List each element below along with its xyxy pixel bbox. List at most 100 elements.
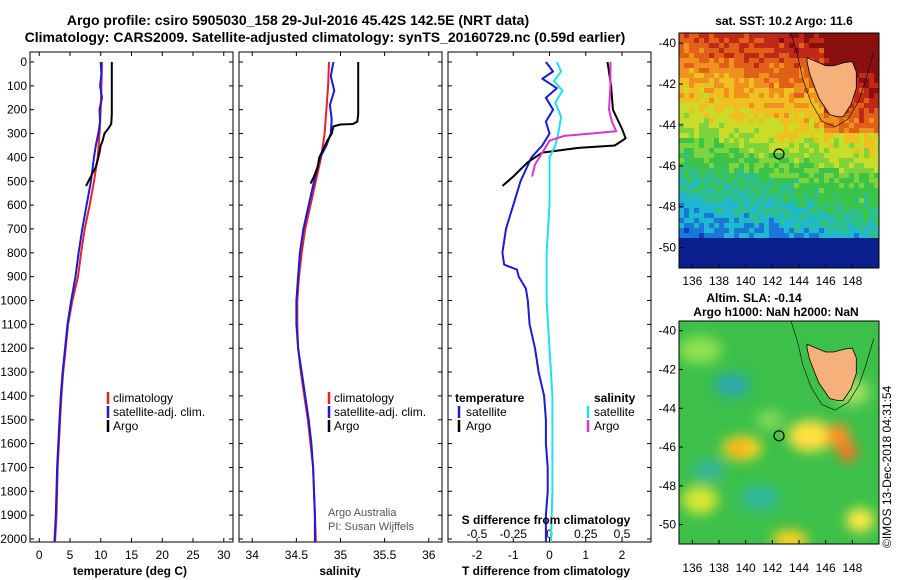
sst-cell: [864, 228, 870, 234]
sst-cell: [799, 223, 805, 229]
sst-cell: [734, 138, 740, 144]
sst-cell: [824, 123, 830, 129]
y-tick-label: 1200: [0, 341, 27, 355]
sst-cell: [799, 33, 805, 39]
sst-cell: [799, 213, 805, 219]
sst-cell: [744, 58, 750, 64]
sst-cell: [854, 238, 860, 244]
sst-cell: [794, 208, 800, 214]
sst-cell: [764, 33, 770, 39]
sst-cell: [819, 233, 825, 239]
sst-cell: [774, 43, 780, 49]
sst-cell: [809, 98, 815, 104]
sst-cell: [754, 93, 760, 99]
salinity-x-axis: 34 34.5 35 35.5 36: [246, 52, 436, 562]
x-tick-label: 5: [67, 548, 74, 562]
sst-cell: [789, 68, 795, 74]
sst-cell: [694, 223, 700, 229]
sst-cell: [724, 78, 730, 84]
sst-cell: [744, 133, 750, 139]
sst-cell: [679, 153, 685, 159]
sst-cell: [739, 243, 745, 249]
sst-cell: [784, 178, 790, 184]
sst-cell: [734, 118, 740, 124]
sst-cell: [724, 163, 730, 169]
sst-cell: [774, 163, 780, 169]
sst-cell: [784, 83, 790, 89]
sst-cell: [789, 48, 795, 54]
sst-cell: [704, 108, 710, 114]
sst-cell: [724, 58, 730, 64]
sst-cell: [859, 208, 865, 214]
sst-cell: [774, 103, 780, 109]
sst-cell: [754, 128, 760, 134]
sst-cell: [814, 113, 820, 119]
sst-cell: [774, 213, 780, 219]
sst-cell: [744, 188, 750, 194]
sst-cell: [684, 88, 690, 94]
sst-cell: [724, 158, 730, 164]
sst-cell: [759, 253, 765, 259]
sst-cell: [789, 238, 795, 244]
sst-cell: [679, 58, 685, 64]
sst-cell: [684, 158, 690, 164]
sst-cell: [729, 223, 735, 229]
sst-cell: [684, 103, 690, 109]
sst-cell: [694, 198, 700, 204]
sst-cell: [684, 63, 690, 69]
sst-cell: [754, 63, 760, 69]
sst-cell: [754, 243, 760, 249]
sst-cell: [814, 133, 820, 139]
sst-cell: [709, 48, 715, 54]
sst-cell: [754, 263, 760, 268]
sst-cell: [849, 203, 855, 209]
sst-cell: [794, 228, 800, 234]
sst-cell: [719, 238, 725, 244]
sst-cell: [769, 208, 775, 214]
sst-cell: [784, 103, 790, 109]
sst-cell: [794, 153, 800, 159]
sst-cell: [804, 228, 810, 234]
sst-cell: [864, 183, 870, 189]
sst-cell: [859, 113, 865, 119]
sst-cell: [854, 63, 860, 69]
sst-cell: [744, 68, 750, 74]
sst-cell: [694, 153, 700, 159]
sst-cell: [699, 233, 705, 239]
sst-cell: [699, 73, 705, 79]
sst-cell: [874, 218, 879, 224]
sst-cell: [779, 143, 785, 149]
sst-cell: [769, 118, 775, 124]
map-x-tick-label: 138: [709, 561, 729, 575]
sst-cell: [704, 193, 710, 199]
sst-cell: [829, 163, 835, 169]
sst-cell: [859, 263, 865, 268]
sst-cell: [714, 223, 720, 229]
sst-cell: [789, 228, 795, 234]
sst-cell: [814, 33, 820, 39]
sst-cell: [744, 53, 750, 59]
sst-cell: [729, 158, 735, 164]
sst-cell: [824, 153, 830, 159]
sst-cell: [814, 198, 820, 204]
sst-cell: [749, 148, 755, 154]
sst-cell: [794, 203, 800, 209]
sst-cell: [744, 103, 750, 109]
sst-cell: [744, 78, 750, 84]
sst-cell: [844, 188, 850, 194]
sst-cell: [854, 258, 860, 264]
sst-cell: [804, 43, 810, 49]
sst-cell: [729, 53, 735, 59]
sst-cell: [804, 108, 810, 114]
sst-cell: [834, 238, 840, 244]
sst-cell: [809, 243, 815, 249]
sst-cell: [739, 183, 745, 189]
sst-cell: [859, 258, 865, 264]
sst-cell: [694, 63, 700, 69]
sst-cell: [799, 198, 805, 204]
sst-cell: [714, 213, 720, 219]
sst-cell: [829, 223, 835, 229]
sst-cell: [824, 258, 830, 264]
sst-cell: [734, 98, 740, 104]
sst-cell: [689, 128, 695, 134]
